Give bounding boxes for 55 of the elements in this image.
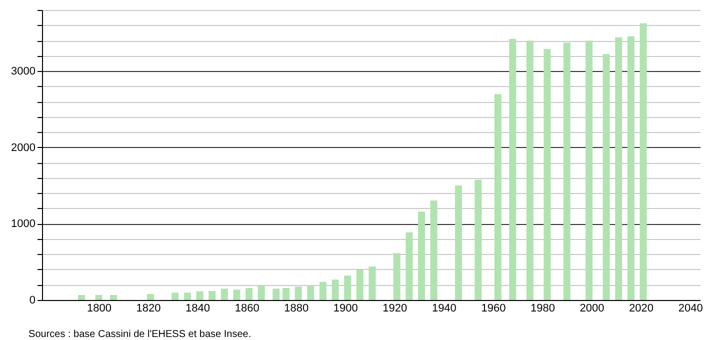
bar bbox=[544, 48, 551, 300]
y-tick-label: 2000 bbox=[11, 142, 36, 154]
y-tick-label: 0 bbox=[29, 294, 36, 306]
bar bbox=[282, 288, 290, 300]
bar bbox=[110, 294, 118, 300]
bar bbox=[332, 280, 339, 300]
bar bbox=[272, 288, 280, 300]
bar bbox=[430, 200, 438, 300]
bar bbox=[344, 276, 352, 300]
x-tick-label: 1900 bbox=[333, 302, 358, 314]
bar bbox=[184, 292, 191, 300]
bar bbox=[146, 294, 154, 300]
bar bbox=[418, 212, 426, 300]
bar bbox=[368, 266, 376, 300]
bar bbox=[393, 253, 400, 300]
x-tick-label: 1940 bbox=[432, 302, 456, 314]
y-tick-label: 1000 bbox=[11, 218, 36, 230]
bar bbox=[220, 288, 228, 300]
x-tick-label: 1920 bbox=[382, 302, 408, 314]
x-tick-label: 2020 bbox=[629, 302, 654, 314]
bar bbox=[246, 288, 253, 300]
bar bbox=[526, 40, 534, 300]
bar bbox=[563, 42, 570, 300]
y-tick-label: 3000 bbox=[11, 66, 36, 78]
x-tick-label: 1980 bbox=[530, 302, 555, 314]
bar bbox=[233, 290, 240, 300]
bar bbox=[196, 291, 204, 300]
x-tick-label: 1840 bbox=[186, 302, 210, 314]
bar bbox=[494, 94, 502, 300]
bar bbox=[586, 40, 593, 300]
x-tick-label: 1960 bbox=[481, 302, 506, 314]
x-tick-label: 1820 bbox=[136, 302, 161, 314]
bar bbox=[406, 232, 413, 300]
bar bbox=[95, 294, 102, 300]
bar bbox=[454, 186, 462, 300]
x-tick-label: 1860 bbox=[234, 302, 260, 314]
bar bbox=[78, 294, 85, 300]
source-note: Sources : base Cassini de l'EHESS et base Insee. bbox=[28, 329, 252, 340]
bar bbox=[509, 38, 516, 300]
bar bbox=[640, 23, 647, 300]
bar bbox=[474, 180, 482, 300]
x-tick-label: 1880 bbox=[284, 302, 309, 314]
bar bbox=[356, 270, 364, 300]
bar bbox=[319, 282, 326, 300]
bar bbox=[294, 286, 302, 300]
x-tick-label: 2040 bbox=[678, 302, 703, 314]
bar bbox=[258, 286, 265, 300]
bar bbox=[627, 36, 634, 300]
bar bbox=[307, 284, 314, 300]
bar bbox=[172, 292, 179, 300]
bar bbox=[615, 37, 622, 300]
x-tick-label: 1800 bbox=[87, 302, 112, 314]
x-tick-label: 2000 bbox=[580, 302, 604, 314]
bar bbox=[602, 54, 610, 300]
bar bbox=[208, 290, 216, 300]
